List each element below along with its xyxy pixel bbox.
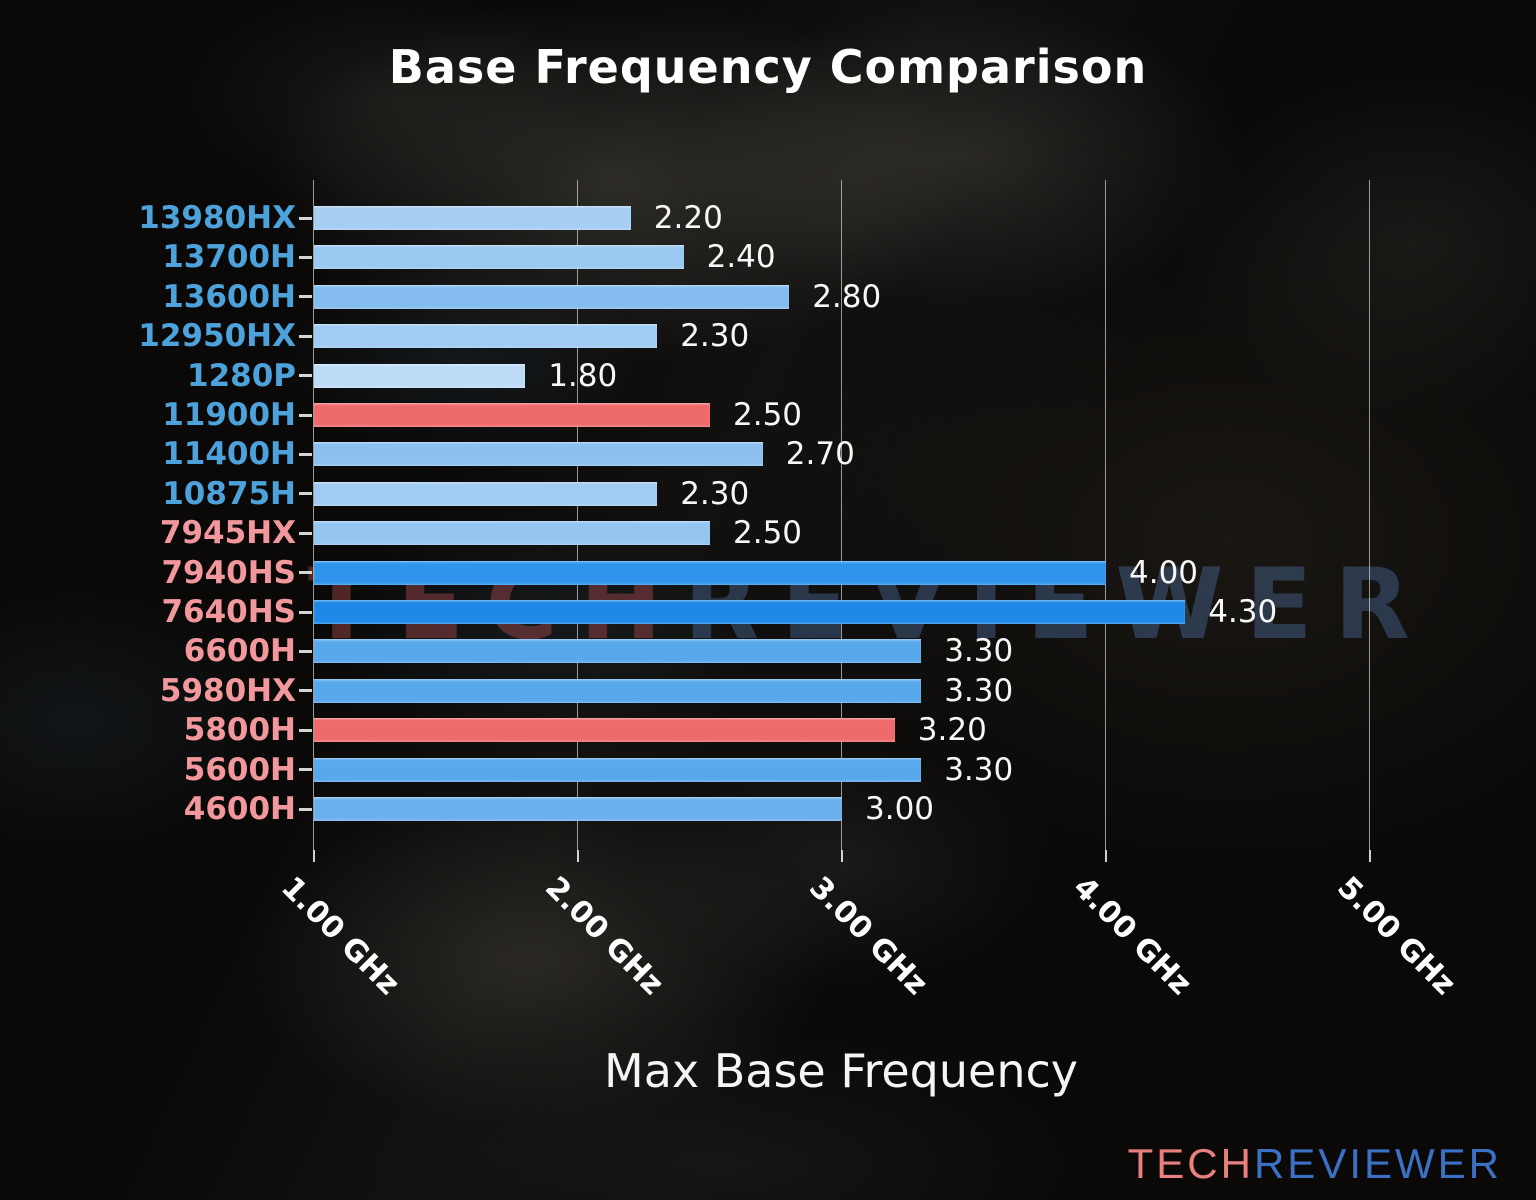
value-label: 2.70	[785, 436, 855, 473]
y-tick	[299, 610, 312, 614]
category-label: 13980HX	[138, 200, 296, 236]
value-label: 3.30	[944, 751, 1014, 788]
category-label: 13700H	[162, 239, 296, 276]
chart-title: Base Frequency Comparison	[388, 40, 1148, 94]
y-tick	[299, 768, 312, 772]
x-axis-label: Max Base Frequency	[604, 1044, 1078, 1098]
y-tick	[299, 334, 312, 338]
category-label: 11400H	[162, 436, 296, 473]
x-tick	[841, 850, 843, 862]
value-label: 3.00	[865, 791, 935, 827]
gridline	[1105, 180, 1106, 850]
x-tick	[577, 850, 579, 862]
category-label: 10875H	[162, 475, 296, 512]
value-label: 1.80	[548, 357, 618, 394]
value-label: 2.80	[812, 278, 882, 315]
bar	[314, 521, 710, 546]
logo-tech: TECH	[1127, 1140, 1254, 1187]
bar	[314, 560, 1106, 585]
value-label: 2.50	[733, 515, 803, 552]
bar	[314, 245, 684, 270]
category-label: 7640HS	[161, 594, 296, 630]
category-label: 5800H	[183, 712, 296, 749]
category-label: 12950HX	[138, 318, 296, 355]
y-tick	[299, 728, 312, 732]
value-label: 4.30	[1208, 594, 1278, 630]
bar	[314, 757, 922, 782]
y-tick	[299, 216, 312, 220]
bar	[314, 363, 526, 388]
value-label: 2.40	[706, 239, 776, 276]
bar	[314, 442, 763, 467]
gridline	[1369, 180, 1370, 850]
category-label: 5980HX	[159, 672, 296, 709]
x-tick	[1369, 850, 1371, 862]
logo-reviewer: REVIEWER	[1253, 1140, 1502, 1187]
y-tick	[299, 531, 312, 535]
y-tick	[299, 413, 312, 417]
x-tick	[313, 850, 315, 862]
x-tick	[1105, 850, 1107, 862]
y-tick	[299, 649, 312, 653]
gridline	[841, 180, 842, 850]
y-tick	[299, 492, 312, 496]
category-label: 1280P	[187, 357, 296, 394]
y-tick	[299, 295, 312, 299]
bar	[314, 678, 922, 703]
category-label: 7945HX	[159, 515, 296, 552]
value-label: 2.50	[733, 397, 803, 433]
value-label: 4.00	[1129, 554, 1199, 591]
value-label: 3.30	[944, 633, 1014, 670]
gridline	[577, 180, 578, 850]
value-label: 3.30	[944, 672, 1014, 709]
bar	[314, 324, 658, 349]
y-tick	[299, 374, 312, 378]
bar	[314, 600, 1186, 624]
bar	[314, 718, 895, 743]
gridline	[313, 180, 314, 850]
value-label: 2.30	[680, 318, 750, 355]
bar	[314, 797, 842, 821]
y-tick	[299, 255, 312, 259]
bar	[314, 481, 658, 506]
bar	[314, 639, 922, 664]
bar	[314, 284, 790, 309]
category-label: 13600H	[162, 278, 296, 315]
category-label: 4600H	[183, 791, 296, 827]
category-label: 5600H	[183, 751, 296, 788]
bar	[314, 403, 710, 427]
bar	[314, 206, 631, 230]
y-tick	[299, 452, 312, 456]
category-label: 6600H	[183, 633, 296, 670]
y-tick	[299, 571, 312, 575]
y-tick	[299, 807, 312, 811]
value-label: 3.20	[917, 712, 987, 749]
category-label: 11900H	[162, 397, 296, 433]
y-tick	[299, 689, 312, 693]
brand-logo: TECHREVIEWER	[1128, 1140, 1502, 1188]
value-label: 2.30	[680, 475, 750, 512]
category-label: 7940HS	[161, 554, 296, 591]
value-label: 2.20	[653, 200, 723, 236]
